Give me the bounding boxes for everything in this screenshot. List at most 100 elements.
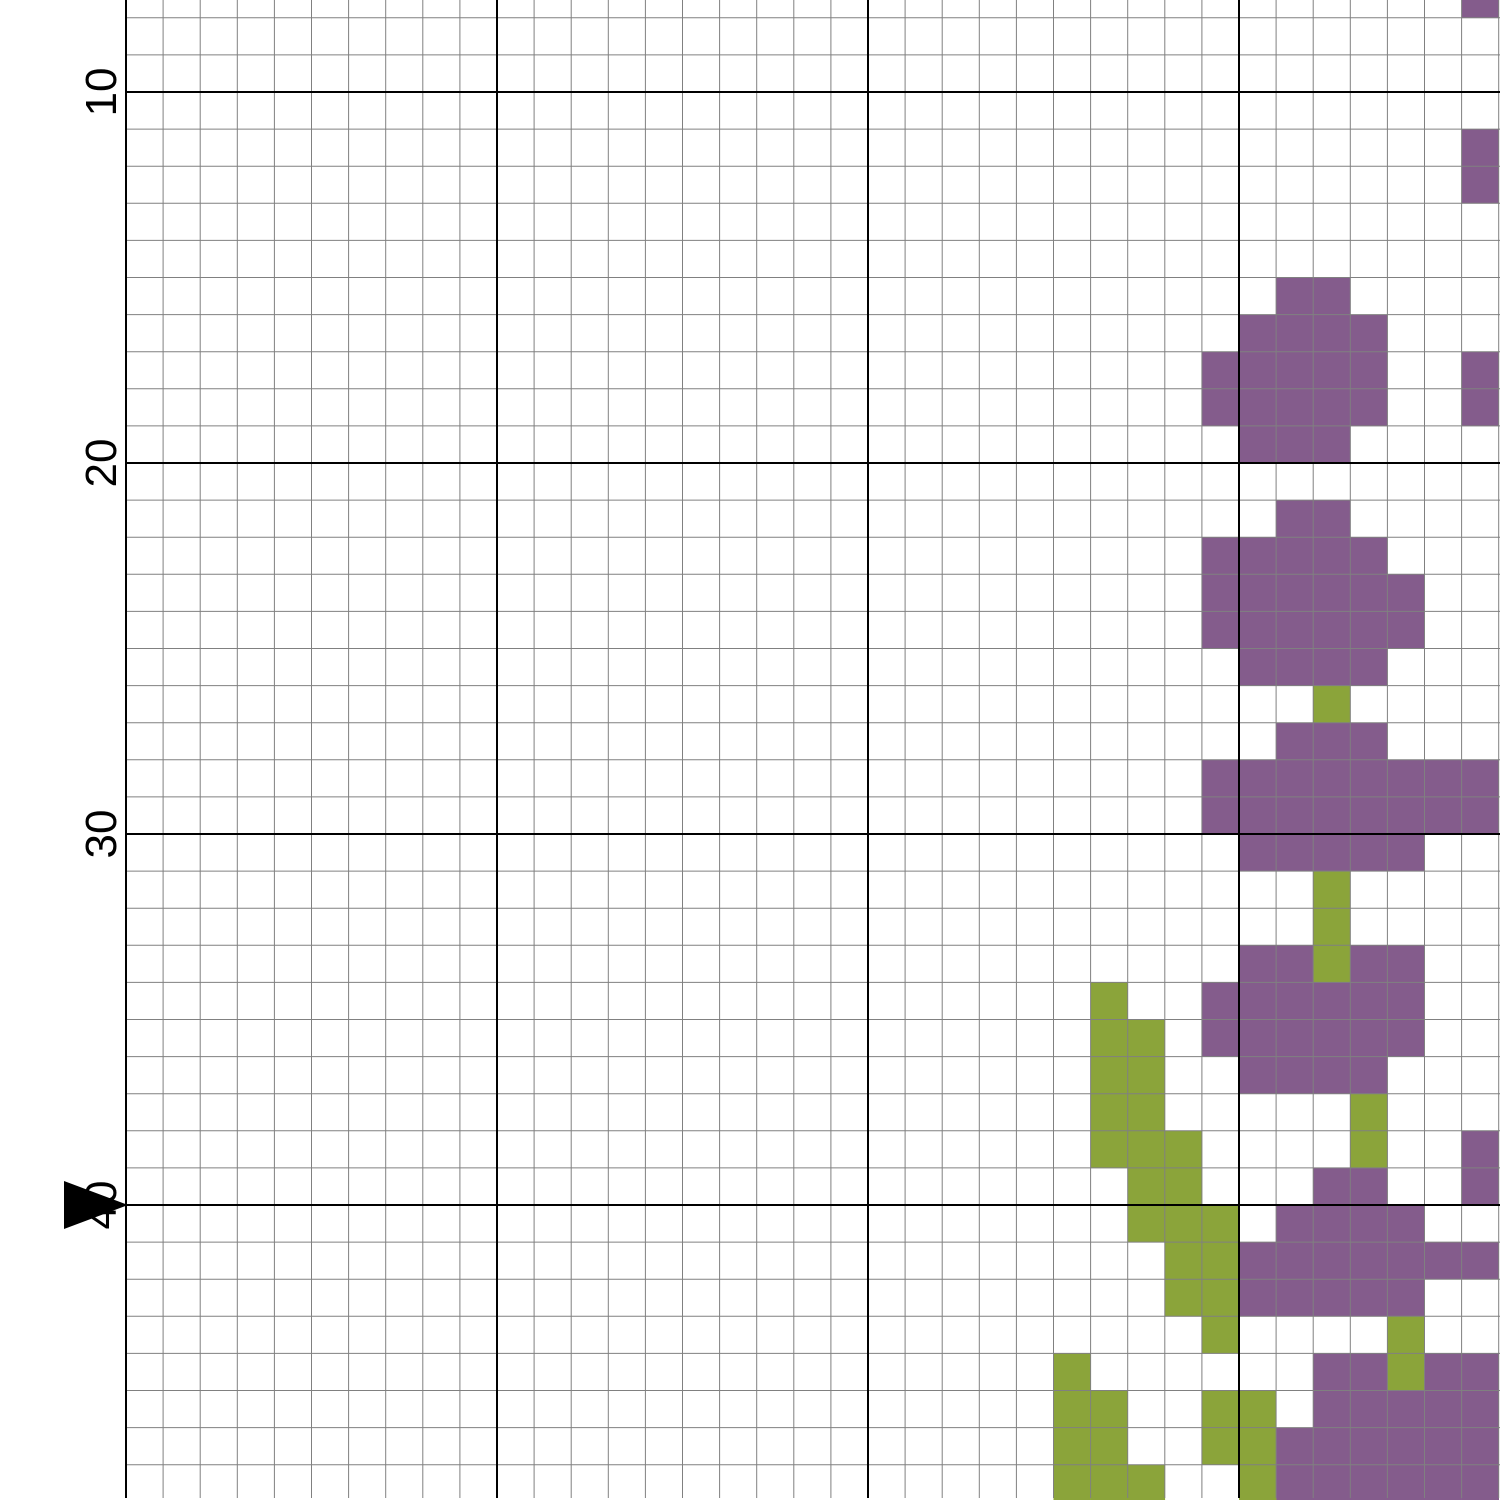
- purple-stitch: [1424, 796, 1462, 835]
- green-stitch: [1201, 1390, 1240, 1428]
- purple-stitch: [1239, 759, 1277, 798]
- green-stitch: [1090, 1093, 1128, 1132]
- purple-stitch: [1387, 1427, 1425, 1465]
- purple-stitch: [1461, 796, 1499, 835]
- green-stitch: [1239, 1390, 1277, 1428]
- purple-stitch: [1276, 1427, 1314, 1465]
- row-tick-labels: 10203040: [77, 68, 126, 1230]
- purple-stitch: [1239, 611, 1277, 649]
- green-stitch: [1350, 1130, 1388, 1169]
- purple-stitch: [1201, 759, 1240, 798]
- purple-stitch: [1461, 166, 1499, 204]
- purple-stitch: [1350, 537, 1388, 575]
- purple-stitch: [1276, 537, 1314, 575]
- green-stitch: [1164, 1167, 1203, 1206]
- purple-stitch: [1201, 388, 1240, 427]
- purple-stitch: [1350, 1167, 1388, 1206]
- purple-stitch: [1276, 982, 1314, 1020]
- purple-stitch: [1350, 759, 1388, 798]
- green-stitch: [1127, 1056, 1166, 1094]
- purple-stitch: [1239, 574, 1277, 612]
- purple-stitch: [1276, 722, 1314, 761]
- purple-stitch: [1276, 834, 1314, 872]
- purple-stitch: [1424, 759, 1462, 798]
- green-stitch: [1164, 1205, 1203, 1243]
- purple-stitch: [1201, 351, 1240, 390]
- purple-stitch: [1424, 1390, 1462, 1428]
- purple-stitch: [1313, 537, 1351, 575]
- purple-stitch: [1350, 1205, 1388, 1243]
- green-stitch: [1127, 1130, 1166, 1169]
- purple-stitch: [1313, 982, 1351, 1020]
- purple-stitch: [1313, 1205, 1351, 1243]
- purple-stitch: [1313, 611, 1351, 649]
- purple-stitch: [1461, 759, 1499, 798]
- green-stitch: [1239, 1464, 1277, 1500]
- purple-stitch: [1201, 574, 1240, 612]
- green-stitch: [1387, 1316, 1425, 1354]
- green-stitch: [1053, 1390, 1091, 1428]
- purple-stitch: [1387, 611, 1425, 649]
- green-stitch: [1127, 1464, 1166, 1500]
- purple-stitch: [1276, 1279, 1314, 1317]
- purple-stitch: [1350, 1464, 1388, 1500]
- purple-stitch: [1461, 1353, 1499, 1391]
- purple-stitch: [1313, 500, 1351, 538]
- stitch-cells: [1053, 0, 1499, 1500]
- purple-stitch: [1276, 759, 1314, 798]
- green-stitch: [1090, 1427, 1128, 1465]
- purple-stitch: [1387, 759, 1425, 798]
- purple-stitch: [1276, 796, 1314, 835]
- purple-stitch: [1461, 1242, 1499, 1280]
- purple-stitch: [1461, 1464, 1499, 1500]
- purple-stitch: [1239, 1056, 1277, 1094]
- green-stitch: [1201, 1242, 1240, 1280]
- green-stitch: [1164, 1279, 1203, 1317]
- purple-stitch: [1239, 1019, 1277, 1057]
- purple-stitch: [1387, 796, 1425, 835]
- purple-stitch: [1461, 1130, 1499, 1169]
- purple-stitch: [1350, 351, 1388, 390]
- purple-stitch: [1387, 834, 1425, 872]
- purple-stitch: [1424, 1464, 1462, 1500]
- purple-stitch: [1461, 1427, 1499, 1465]
- purple-stitch: [1276, 648, 1314, 686]
- purple-stitch: [1276, 500, 1314, 538]
- purple-stitch: [1276, 945, 1314, 983]
- purple-stitch: [1350, 1353, 1388, 1391]
- green-stitch: [1127, 1019, 1166, 1057]
- purple-stitch: [1350, 1242, 1388, 1280]
- purple-stitch: [1313, 425, 1351, 464]
- green-stitch: [1239, 1427, 1277, 1465]
- purple-stitch: [1313, 1279, 1351, 1317]
- purple-stitch: [1350, 314, 1388, 352]
- purple-stitch: [1313, 1242, 1351, 1280]
- purple-stitch: [1387, 1279, 1425, 1317]
- green-stitch: [1201, 1205, 1240, 1243]
- purple-stitch: [1461, 129, 1499, 167]
- purple-stitch: [1239, 796, 1277, 835]
- green-stitch: [1090, 1130, 1128, 1169]
- purple-stitch: [1313, 314, 1351, 352]
- purple-stitch: [1424, 1353, 1462, 1391]
- green-stitch: [1201, 1279, 1240, 1317]
- purple-stitch: [1276, 574, 1314, 612]
- purple-stitch: [1387, 1205, 1425, 1243]
- purple-stitch: [1313, 1019, 1351, 1057]
- green-stitch: [1350, 1093, 1388, 1132]
- purple-stitch: [1239, 648, 1277, 686]
- purple-stitch: [1424, 1242, 1462, 1280]
- purple-stitch: [1350, 1279, 1388, 1317]
- purple-stitch: [1461, 1167, 1499, 1206]
- green-stitch: [1127, 1093, 1166, 1132]
- purple-stitch: [1201, 796, 1240, 835]
- purple-stitch: [1350, 834, 1388, 872]
- purple-stitch: [1350, 1390, 1388, 1428]
- green-stitch: [1387, 1353, 1425, 1391]
- purple-stitch: [1313, 1427, 1351, 1465]
- purple-stitch: [1387, 1464, 1425, 1500]
- purple-stitch: [1201, 611, 1240, 649]
- purple-stitch: [1313, 277, 1351, 315]
- purple-stitch: [1276, 1056, 1314, 1094]
